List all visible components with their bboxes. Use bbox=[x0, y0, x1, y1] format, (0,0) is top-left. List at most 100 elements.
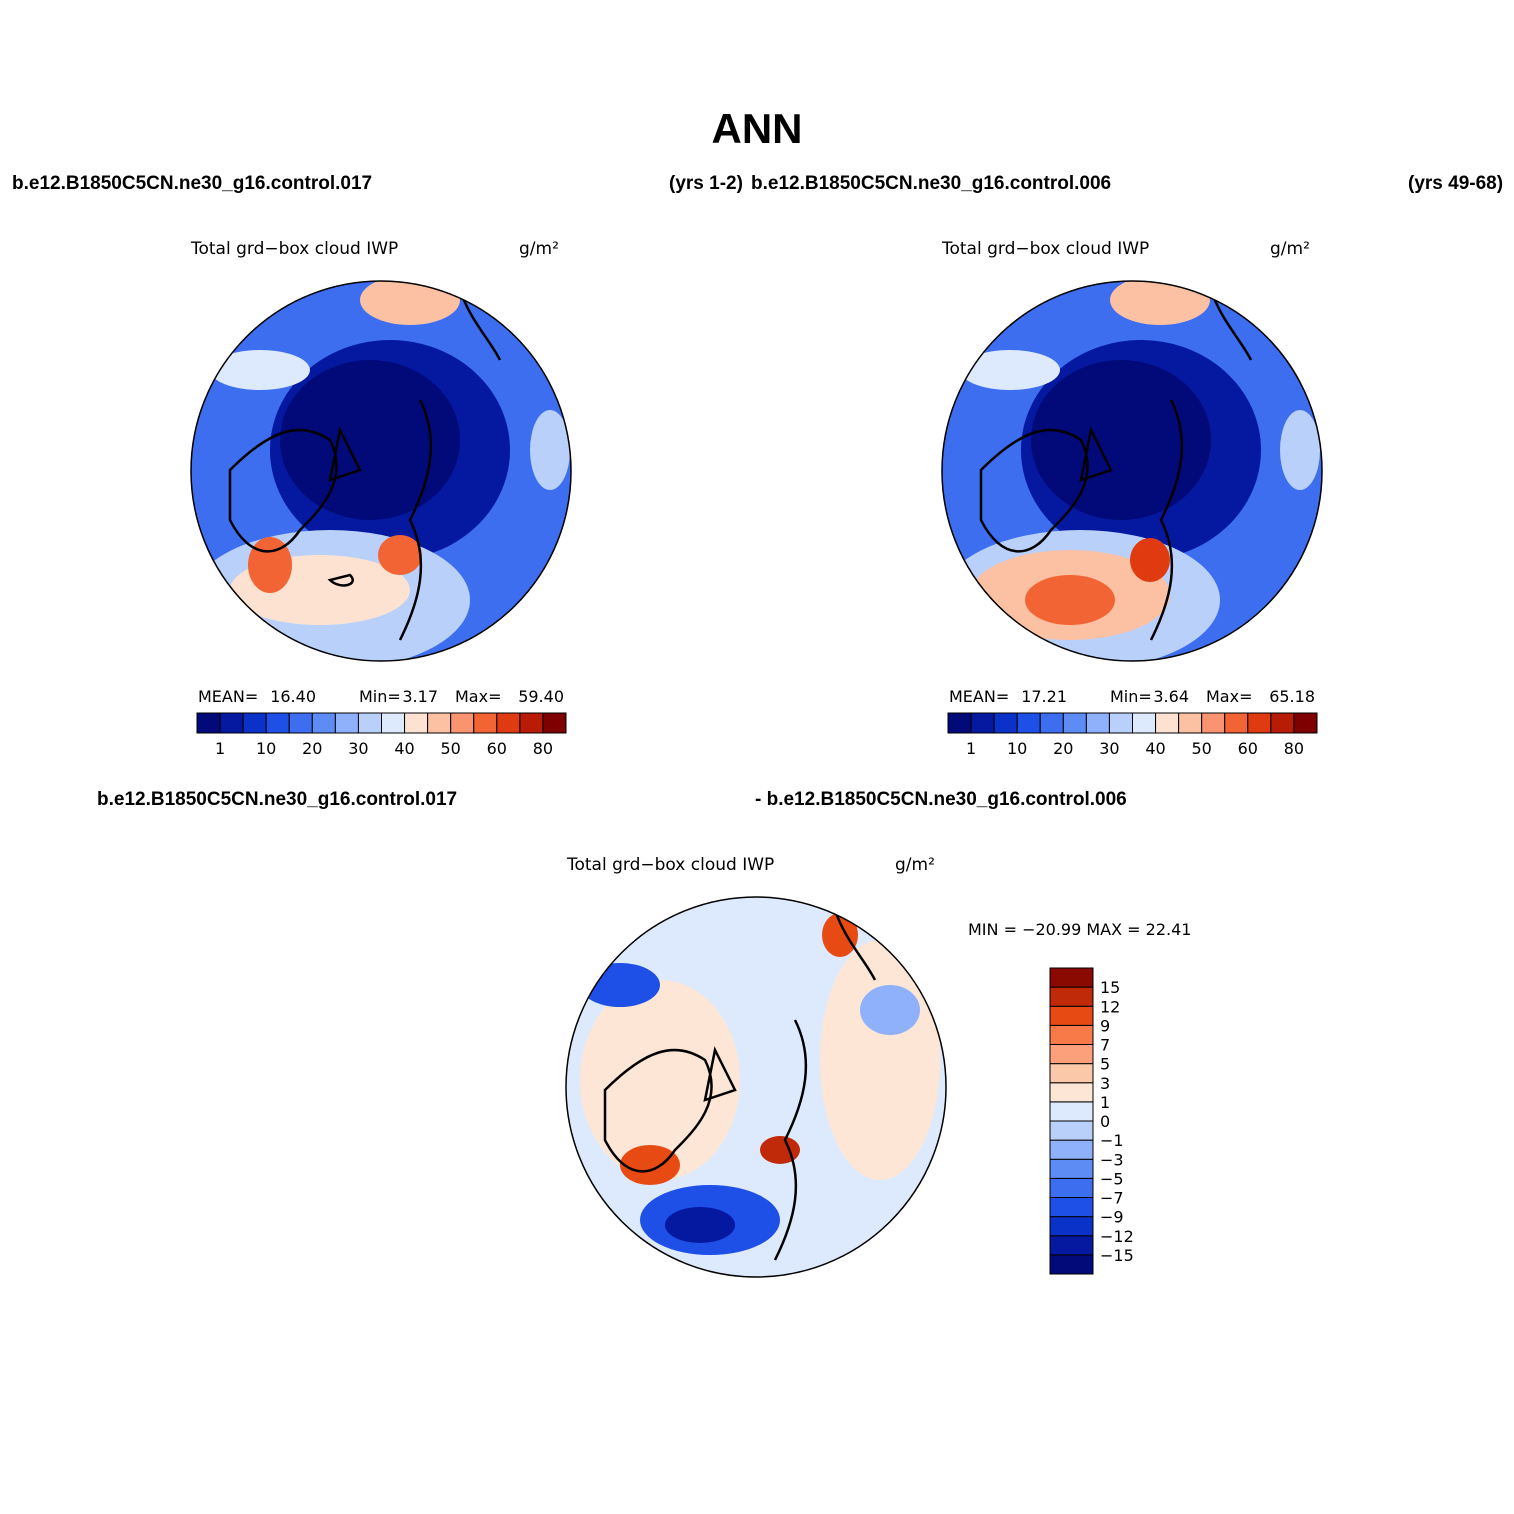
colorbar-box bbox=[265, 712, 290, 734]
colorbar-label: 20 bbox=[1053, 739, 1073, 758]
colorbar-box bbox=[1224, 712, 1249, 734]
colorbar-box bbox=[219, 712, 244, 734]
colorbar-label: 10 bbox=[1007, 739, 1027, 758]
colorbar-label: −9 bbox=[1100, 1208, 1124, 1227]
colorbar-box bbox=[1049, 1197, 1094, 1218]
colorbar-box bbox=[1039, 712, 1064, 734]
colorbar-label: 1 bbox=[1100, 1093, 1110, 1112]
colorbar-box bbox=[427, 712, 452, 734]
colorbar-label: 60 bbox=[487, 739, 507, 758]
colorbar-box bbox=[1178, 712, 1203, 734]
map-difference bbox=[566, 897, 946, 1277]
colorbar-box bbox=[1049, 1177, 1094, 1198]
colorbar-label: 12 bbox=[1100, 997, 1120, 1016]
colorbar-label: 40 bbox=[394, 739, 414, 758]
colorbar-box bbox=[404, 712, 429, 734]
colorbar-box bbox=[1049, 1063, 1094, 1084]
colorbar-box bbox=[1270, 712, 1295, 734]
colorbar-box bbox=[1085, 712, 1110, 734]
colorbar-box bbox=[1201, 712, 1226, 734]
stat-label: Max= bbox=[1206, 687, 1252, 706]
colorbar-box bbox=[496, 712, 521, 734]
years: (yrs 1-2) bbox=[669, 173, 743, 194]
stat-value: 65.18 bbox=[1269, 687, 1315, 706]
colorbar-box bbox=[450, 712, 475, 734]
figure-title: ANN bbox=[712, 105, 803, 152]
colorbar-label: 7 bbox=[1100, 1036, 1110, 1055]
units: g/m² bbox=[1270, 239, 1310, 259]
colorbar-label: −15 bbox=[1100, 1246, 1134, 1265]
stat-value: 3.17 bbox=[402, 687, 438, 706]
colorbar-box bbox=[1132, 712, 1157, 734]
map-border bbox=[190, 280, 572, 662]
colorbar-box bbox=[242, 712, 267, 734]
stat-label: MEAN= bbox=[198, 687, 258, 706]
variable-name: Total grd−box cloud IWP bbox=[190, 239, 398, 259]
colorbar-label: 5 bbox=[1100, 1055, 1110, 1074]
colorbar-label: 15 bbox=[1100, 978, 1120, 997]
colorbar-box bbox=[1247, 712, 1272, 734]
colorbar-label: 10 bbox=[256, 739, 276, 758]
units: g/m² bbox=[895, 855, 935, 875]
colorbar-label: 0 bbox=[1100, 1112, 1110, 1131]
stat-label: Max= bbox=[455, 687, 501, 706]
case-name: b.e12.B1850C5CN.ne30_g16.control.017 bbox=[12, 173, 372, 194]
colorbar-box bbox=[1049, 1139, 1094, 1160]
stat-value: 16.40 bbox=[270, 687, 316, 706]
colorbar-box bbox=[1049, 1005, 1094, 1026]
colorbar-box bbox=[1049, 1216, 1094, 1237]
case-name: b.e12.B1850C5CN.ne30_g16.control.006 bbox=[751, 173, 1111, 194]
colorbar-box bbox=[1049, 1024, 1094, 1045]
colorbar-label: 80 bbox=[533, 739, 553, 758]
colorbar-label: 50 bbox=[1192, 739, 1212, 758]
colorbar-box bbox=[1062, 712, 1087, 734]
colorbar-label: 1 bbox=[966, 739, 976, 758]
colorbar-box bbox=[1108, 712, 1133, 734]
min-max: MIN = −20.99 MAX = 22.41 bbox=[968, 920, 1191, 939]
colorbar-box bbox=[1049, 1101, 1094, 1122]
colorbar-box bbox=[993, 712, 1018, 734]
colorbar-label: −7 bbox=[1100, 1189, 1124, 1208]
colorbar-label: −1 bbox=[1100, 1131, 1124, 1150]
colorbar-box bbox=[1155, 712, 1180, 734]
colorbar-label: −3 bbox=[1100, 1150, 1124, 1169]
colorbar-box bbox=[519, 712, 544, 734]
stat-label: MEAN= bbox=[949, 687, 1009, 706]
colorbar-box bbox=[1049, 1120, 1094, 1141]
stat-value: 3.64 bbox=[1153, 687, 1189, 706]
colorbar-label: 50 bbox=[441, 739, 461, 758]
colorbar-label: 80 bbox=[1284, 739, 1304, 758]
colorbar-box bbox=[1049, 967, 1094, 988]
colorbar-box bbox=[1016, 712, 1041, 734]
colorbar-box bbox=[542, 712, 567, 734]
colorbar-box bbox=[1049, 1044, 1094, 1065]
variable-name: Total grd−box cloud IWP bbox=[941, 239, 1149, 259]
colorbar-box bbox=[1049, 1254, 1094, 1275]
map-border bbox=[941, 280, 1323, 662]
case-name: b.e12.B1850C5CN.ne30_g16.control.017 bbox=[97, 789, 457, 810]
stat-label: Min= bbox=[359, 687, 401, 706]
colorbar-label: 30 bbox=[1099, 739, 1119, 758]
colorbar-box bbox=[1049, 1082, 1094, 1103]
colorbar-label: 1 bbox=[215, 739, 225, 758]
colorbar-label: −5 bbox=[1100, 1169, 1124, 1188]
colorbar-label: −12 bbox=[1100, 1227, 1134, 1246]
case-name: - b.e12.B1850C5CN.ne30_g16.control.006 bbox=[755, 789, 1127, 810]
stat-label: Min= bbox=[1110, 687, 1152, 706]
colorbar-box bbox=[381, 712, 406, 734]
variable-name: Total grd−box cloud IWP bbox=[566, 855, 774, 875]
colorbar-box bbox=[311, 712, 336, 734]
colorbar-label: 40 bbox=[1145, 739, 1165, 758]
stat-value: 59.40 bbox=[518, 687, 564, 706]
colorbar-box bbox=[1049, 1158, 1094, 1179]
map-1 bbox=[191, 281, 571, 661]
colorbar-label: 30 bbox=[348, 739, 368, 758]
colorbar-box bbox=[1049, 1235, 1094, 1256]
years: (yrs 49-68) bbox=[1408, 173, 1503, 194]
stat-value: 17.21 bbox=[1021, 687, 1067, 706]
colorbar-box bbox=[196, 712, 221, 734]
colorbar-box bbox=[947, 712, 972, 734]
colorbar-label: 20 bbox=[302, 739, 322, 758]
colorbar-box bbox=[357, 712, 382, 734]
